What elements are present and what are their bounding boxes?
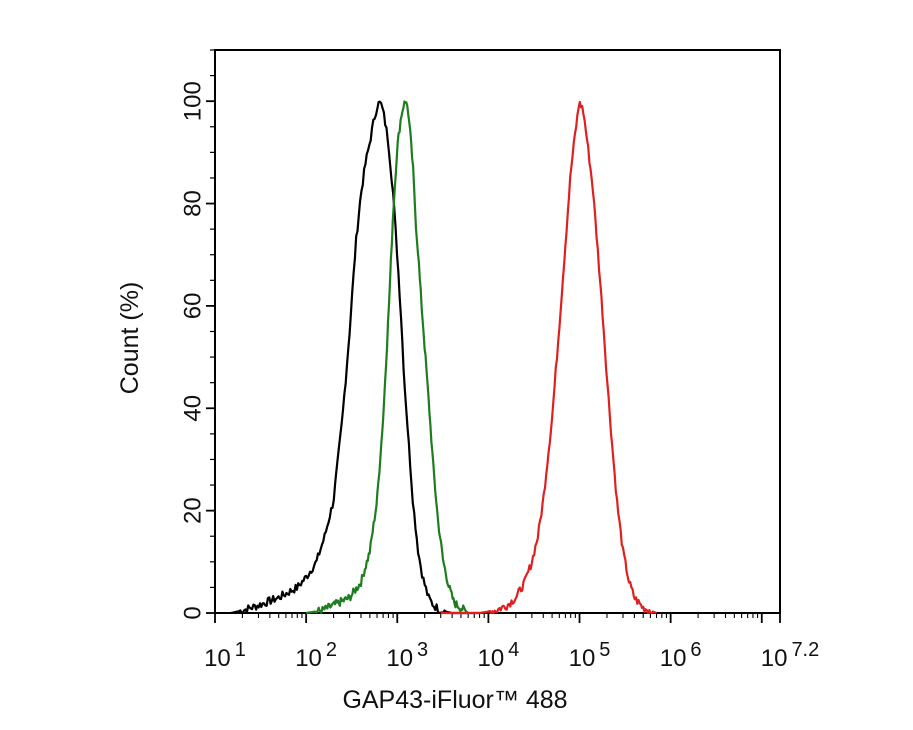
plot-frame <box>214 49 781 614</box>
y-tick-label: 20 <box>180 497 207 524</box>
x-tick-base: 10 <box>660 645 687 672</box>
y-tick-label: 0 <box>180 606 207 619</box>
histogram-series <box>230 100 657 615</box>
x-tick-base: 10 <box>204 645 231 672</box>
x-tick-base: 10 <box>569 645 596 672</box>
x-tick-base: 10 <box>477 645 504 672</box>
x-tick-label: 10 1 <box>204 639 246 672</box>
series-line-3 <box>440 100 657 615</box>
x-tick-label: 10 5 <box>569 639 611 672</box>
y-tick-label: 100 <box>180 81 207 121</box>
x-tick-exponent: 1 <box>235 639 246 661</box>
x-tick-base: 10 <box>295 645 322 672</box>
x-tick-base: 10 <box>386 645 413 672</box>
x-tick-label: 10 6 <box>660 639 702 672</box>
x-tick-label: 10 2 <box>295 639 337 672</box>
x-tick-exponent: 6 <box>690 639 701 661</box>
x-tick-label: 10 3 <box>386 639 428 672</box>
x-tick-exponent: 4 <box>508 639 519 661</box>
y-axis-title: Count (%) <box>116 282 144 395</box>
x-axis-ticks: 10 1 10 2 10 3 10 4 10 5 10 6 10 7.2 <box>204 613 819 672</box>
x-tick-exponent: 5 <box>599 639 610 661</box>
series-line-2 <box>305 100 480 615</box>
y-tick-label: 60 <box>180 293 207 320</box>
x-tick-label: 10 4 <box>477 639 519 672</box>
x-tick-exponent: 2 <box>326 639 337 661</box>
x-tick-base: 10 <box>761 645 788 672</box>
x-tick-exponent: 3 <box>417 639 428 661</box>
y-axis-ticks: 0 20 40 60 80 100 <box>180 49 215 620</box>
x-tick-label: 10 7.2 <box>761 639 820 672</box>
y-tick-label: 80 <box>180 190 207 217</box>
x-tick-exponent: 7.2 <box>791 639 819 661</box>
x-axis-title: GAP43-iFluor™ 488 <box>342 686 567 714</box>
y-tick-label: 40 <box>180 395 207 422</box>
series-line-1 <box>230 100 469 615</box>
